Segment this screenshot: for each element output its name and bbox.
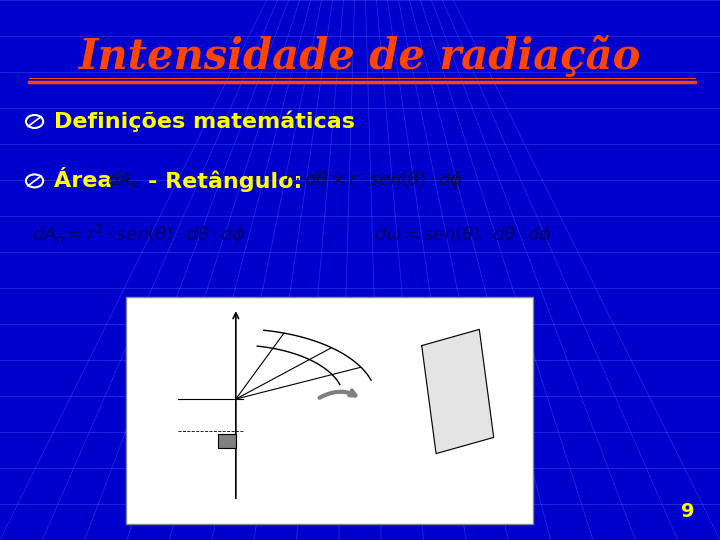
Text: $dA_n$: $dA_n$ (107, 170, 140, 190)
Text: Área: Área (54, 171, 120, 191)
Text: $d\omega = sen(\theta) \cdot d\theta \cdot d\phi$: $d\omega = sen(\theta) \cdot d\theta \cd… (374, 224, 552, 246)
Bar (126, 297, 533, 524)
Text: Definições matemáticas: Definições matemáticas (54, 111, 355, 132)
Text: 9: 9 (681, 502, 695, 521)
Text: - Retângulo:: - Retângulo: (148, 170, 302, 192)
Text: $dA_n = r^2 \cdot sen(\theta) \cdot d\theta \cdot d\phi$: $dA_n = r^2 \cdot sen(\theta) \cdot d\th… (32, 223, 246, 247)
Polygon shape (422, 329, 494, 454)
Text: Intensidade de radiação: Intensidade de radiação (78, 36, 642, 78)
Text: $r \cdot d\theta \times r \cdot sen(\theta) \cdot d\phi$: $r \cdot d\theta \times r \cdot sen(\the… (284, 169, 464, 191)
Bar (218, 434, 236, 448)
